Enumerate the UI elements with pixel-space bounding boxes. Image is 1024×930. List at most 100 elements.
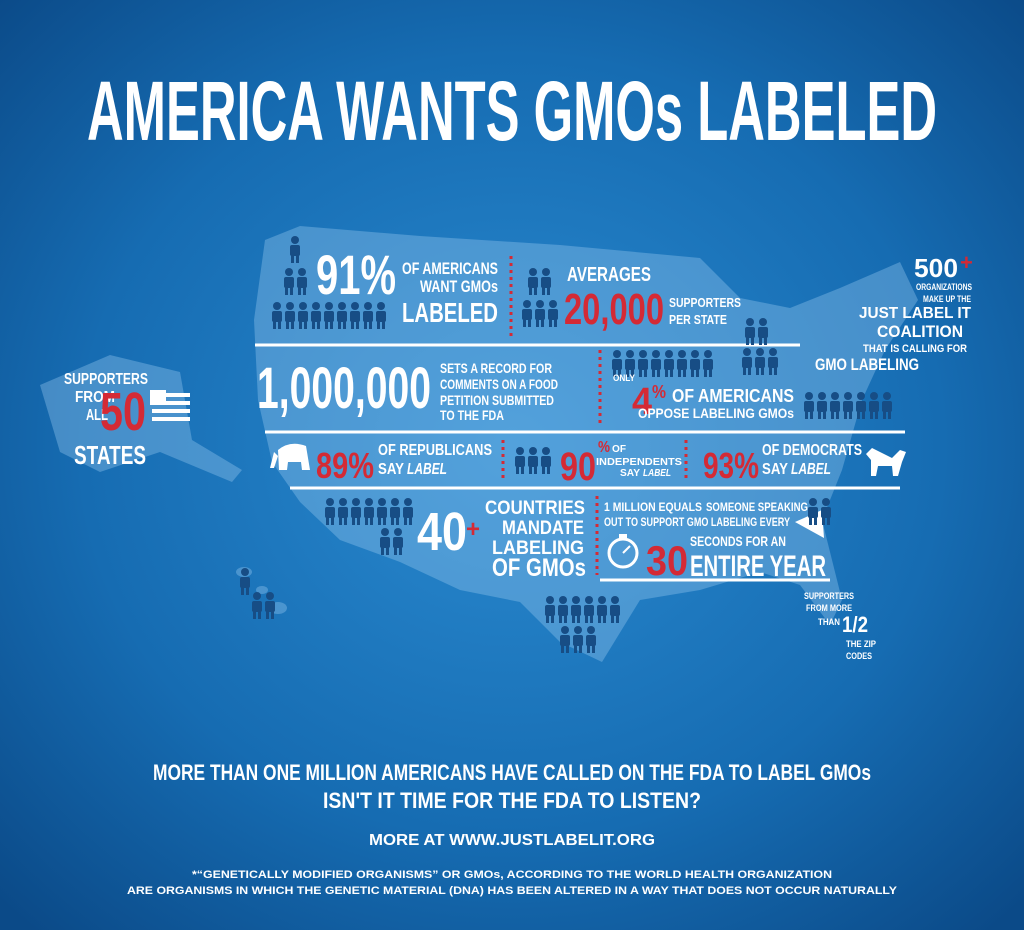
body <box>758 327 768 338</box>
person-icon <box>677 350 687 377</box>
body <box>690 359 700 370</box>
stat-text: COALITION <box>877 322 963 341</box>
stat-text: SUPPORTERS <box>64 371 148 388</box>
leg <box>271 611 274 619</box>
stat-unit: % <box>598 439 610 456</box>
leg <box>559 615 562 623</box>
head <box>352 498 360 506</box>
stat-text: ENTIRE YEAR <box>690 550 826 583</box>
stat-text: PER STATE <box>669 312 727 327</box>
head <box>523 300 531 308</box>
stat-text: SETS A RECORD FOR <box>440 360 552 376</box>
dividers <box>255 343 905 582</box>
leg <box>696 369 699 377</box>
leg <box>399 547 402 555</box>
leg <box>396 517 399 525</box>
body <box>377 507 387 518</box>
leg <box>529 466 532 474</box>
person-icon <box>390 498 400 525</box>
body <box>610 605 620 616</box>
stat-text: FROM MORE <box>806 603 852 613</box>
leg <box>364 321 367 329</box>
head <box>822 498 830 506</box>
leg <box>827 517 830 525</box>
leg <box>585 615 588 623</box>
leg <box>404 517 407 525</box>
leg <box>386 547 389 555</box>
head <box>678 350 686 358</box>
leg <box>587 645 590 653</box>
head <box>378 498 386 506</box>
leg <box>551 615 554 623</box>
leg <box>572 615 575 623</box>
person-icon <box>664 350 674 377</box>
leg <box>831 411 834 419</box>
leg <box>291 321 294 329</box>
head <box>546 596 554 604</box>
body <box>272 311 282 322</box>
stat-text: OF REPUBLICANS <box>378 442 492 459</box>
leg <box>266 611 269 619</box>
person-icon <box>351 498 361 525</box>
body <box>573 635 583 646</box>
body <box>285 311 295 322</box>
body <box>703 359 713 370</box>
leg <box>691 369 694 377</box>
body <box>545 605 555 616</box>
stat-number: 4 <box>632 381 652 423</box>
stat-text: LABEL <box>407 461 447 478</box>
footnote: *“GENETICALLY MODIFIED ORGANISMS” OR GMO… <box>192 869 832 881</box>
leg <box>603 615 606 623</box>
stat-text: ALL <box>86 407 108 424</box>
leg <box>383 517 386 525</box>
leg <box>704 369 707 377</box>
head <box>325 302 333 310</box>
head <box>756 348 764 356</box>
leg <box>566 645 569 653</box>
head <box>746 318 754 326</box>
leg <box>579 645 582 653</box>
leg <box>626 369 629 377</box>
leg <box>818 411 821 419</box>
leg <box>665 369 668 377</box>
body <box>338 507 348 518</box>
head <box>391 498 399 506</box>
person-icon <box>586 626 596 653</box>
person-icon <box>515 447 525 474</box>
stat-number: 93% <box>703 445 759 486</box>
leg <box>369 321 372 329</box>
person-icon <box>522 300 532 327</box>
leg <box>678 369 681 377</box>
stat-unit: % <box>652 382 666 402</box>
head <box>639 350 647 358</box>
leg <box>286 321 289 329</box>
head <box>572 596 580 604</box>
head <box>549 300 557 308</box>
person-icon <box>393 528 403 555</box>
body <box>651 359 661 370</box>
person-icon <box>252 592 262 619</box>
body <box>742 357 752 368</box>
leg <box>748 367 751 375</box>
person-icon <box>745 318 755 345</box>
person-icon <box>535 300 545 327</box>
leg <box>564 615 567 623</box>
head <box>857 392 865 400</box>
stat-text: LABEL <box>791 461 831 478</box>
leg <box>883 411 886 419</box>
person-icon <box>703 350 713 377</box>
stat-text: CODES <box>846 651 872 661</box>
question: ISN'T IT TIME FOR THE FDA TO LISTEN? <box>323 788 701 813</box>
body <box>584 605 594 616</box>
body <box>535 309 545 320</box>
person-icon <box>363 302 373 329</box>
leg <box>534 287 537 295</box>
stat-text: STATES <box>74 440 146 470</box>
leg <box>849 411 852 419</box>
leg <box>377 321 380 329</box>
stat-text: FROM <box>75 389 115 406</box>
watch-crown <box>619 534 627 539</box>
stat-text: LABELED <box>402 297 498 328</box>
leg <box>278 321 281 329</box>
